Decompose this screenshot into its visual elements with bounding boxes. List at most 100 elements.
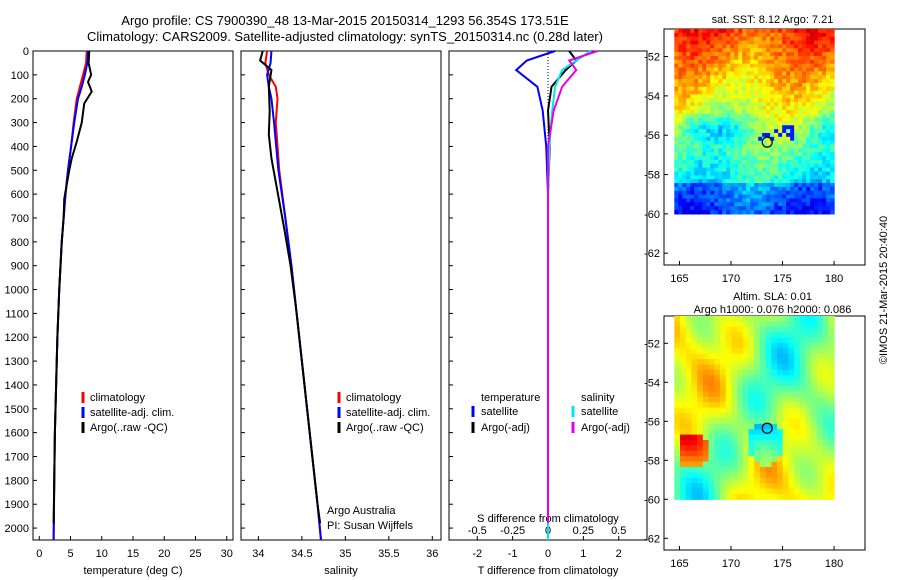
map-cell	[722, 156, 727, 161]
map-cell	[737, 434, 744, 441]
map-cell	[810, 159, 815, 165]
map-cell	[822, 44, 827, 49]
map-cell	[777, 359, 784, 366]
map-cell	[799, 386, 807, 393]
map-cell	[685, 342, 693, 349]
map-cell	[686, 190, 691, 196]
y-tick-label: 400	[11, 141, 29, 153]
map-cell	[794, 44, 799, 49]
map-cell	[686, 36, 691, 42]
map-cell	[702, 75, 707, 80]
map-cell	[826, 113, 831, 119]
map-cell	[799, 477, 807, 484]
map-cell	[685, 396, 693, 403]
map-cell	[816, 353, 824, 360]
map-cell	[818, 44, 823, 49]
map-cell	[806, 175, 811, 180]
map-cell	[758, 190, 763, 196]
map-cell	[770, 94, 775, 99]
map-cell	[722, 71, 727, 76]
map-cell	[694, 71, 699, 76]
map-cell	[794, 450, 801, 457]
map-cell	[731, 418, 738, 425]
map-cell	[714, 466, 721, 473]
map-cell	[822, 175, 827, 180]
map-cell	[674, 194, 679, 200]
map-cell	[746, 129, 751, 134]
map-cell	[762, 109, 767, 115]
map-cell	[726, 183, 731, 188]
map-cell	[766, 29, 771, 34]
map-cell	[750, 75, 755, 80]
map-cell	[706, 40, 711, 45]
map-cell	[718, 183, 723, 188]
map-cell	[810, 210, 815, 215]
map-cell	[685, 450, 693, 457]
map-cell	[766, 44, 771, 49]
map-cell	[810, 29, 815, 34]
map-cell	[798, 63, 803, 69]
map-cell	[818, 183, 823, 188]
map-cell	[678, 129, 683, 134]
map-cell	[706, 190, 711, 196]
map-cell	[678, 94, 683, 99]
map-cell	[738, 94, 743, 99]
map-cell	[680, 402, 687, 409]
map-cell	[830, 171, 835, 176]
map-cell	[748, 380, 755, 387]
map-cell	[759, 369, 767, 376]
map-cell	[830, 90, 835, 96]
map-cell	[746, 44, 751, 49]
map-cell	[748, 434, 755, 441]
map-cell	[778, 194, 783, 200]
map-cell	[774, 102, 779, 107]
map-cell	[737, 407, 744, 414]
map-cell	[816, 364, 824, 371]
map-cell	[790, 175, 795, 180]
map-cell	[794, 332, 801, 339]
map-cell	[726, 140, 731, 146]
map-cell	[778, 210, 783, 215]
map-cell	[771, 332, 778, 339]
map-cell	[759, 359, 767, 366]
map-cell	[762, 163, 767, 169]
map-cell	[726, 206, 731, 211]
map-cell	[719, 434, 727, 441]
map-cell	[818, 132, 823, 138]
map-cell	[806, 167, 811, 173]
map-cell	[766, 179, 771, 184]
map-cell	[746, 106, 751, 111]
map-cell	[674, 59, 679, 65]
map-cell	[782, 210, 787, 215]
map-cell	[726, 106, 731, 111]
map-cell	[770, 102, 775, 107]
map-cell	[734, 210, 739, 215]
map-cell	[790, 183, 795, 188]
map-cell	[816, 477, 824, 484]
map-cell	[718, 86, 723, 92]
map-cell	[777, 342, 784, 349]
map-cell	[786, 40, 791, 45]
map-cell	[774, 148, 779, 153]
map-cell	[794, 391, 801, 398]
map-cell	[685, 418, 693, 425]
map-cell	[805, 369, 812, 376]
map-cell	[765, 337, 772, 344]
map-cell	[758, 129, 763, 134]
map-cell	[742, 36, 747, 42]
map-cell	[742, 369, 750, 376]
map-cell	[734, 94, 739, 99]
legend-label: satellite	[581, 406, 618, 418]
map-cell	[822, 359, 829, 366]
map-cell	[811, 461, 818, 468]
map-cell	[766, 48, 771, 53]
map-cell	[742, 342, 750, 349]
map-cell	[782, 472, 790, 479]
map-cell	[786, 98, 791, 103]
map-cell	[811, 364, 818, 371]
map-cell	[782, 94, 787, 99]
map-cell	[805, 386, 812, 393]
map-cell	[725, 321, 732, 328]
map-cell	[816, 407, 824, 414]
map-cell	[738, 59, 743, 65]
